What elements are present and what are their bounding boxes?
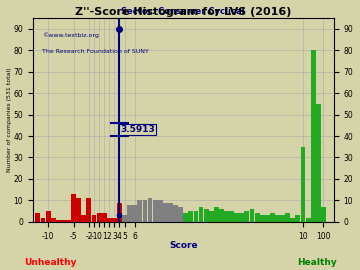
- Text: The Research Foundation of SUNY: The Research Foundation of SUNY: [42, 49, 149, 53]
- Bar: [306, 218, 311, 222]
- Bar: [275, 215, 280, 222]
- Bar: [158, 200, 163, 222]
- Bar: [291, 218, 295, 222]
- Text: Sector: Consumer Cyclical: Sector: Consumer Cyclical: [121, 7, 245, 16]
- Bar: [132, 205, 137, 222]
- Y-axis label: Number of companies (531 total): Number of companies (531 total): [7, 68, 12, 172]
- Bar: [204, 209, 208, 222]
- Bar: [229, 211, 234, 222]
- Bar: [143, 200, 147, 222]
- Bar: [117, 202, 122, 222]
- Bar: [41, 218, 45, 222]
- Bar: [260, 215, 265, 222]
- Title: Z''-Score Histogram for LVS (2016): Z''-Score Histogram for LVS (2016): [75, 7, 291, 17]
- Bar: [178, 207, 183, 222]
- Bar: [96, 213, 102, 222]
- Text: ©www.textbiz.org: ©www.textbiz.org: [42, 32, 99, 38]
- Bar: [127, 205, 132, 222]
- Bar: [112, 218, 117, 222]
- Text: Unhealthy: Unhealthy: [24, 258, 77, 266]
- Bar: [270, 213, 275, 222]
- Bar: [321, 207, 326, 222]
- Bar: [173, 205, 178, 222]
- Bar: [148, 198, 153, 222]
- Bar: [81, 215, 86, 222]
- Bar: [194, 211, 198, 222]
- Bar: [183, 213, 188, 222]
- Text: Healthy: Healthy: [297, 258, 337, 266]
- Bar: [36, 213, 40, 222]
- Bar: [163, 202, 168, 222]
- Text: 3.5913: 3.5913: [120, 125, 155, 134]
- Bar: [301, 147, 305, 222]
- Bar: [265, 215, 270, 222]
- Bar: [46, 211, 50, 222]
- Bar: [122, 215, 127, 222]
- Bar: [153, 200, 158, 222]
- Bar: [311, 50, 316, 222]
- Bar: [66, 220, 71, 222]
- Bar: [249, 209, 255, 222]
- Bar: [188, 211, 193, 222]
- Bar: [219, 209, 224, 222]
- Bar: [285, 213, 290, 222]
- Bar: [224, 211, 229, 222]
- Bar: [296, 215, 300, 222]
- Bar: [234, 213, 239, 222]
- Bar: [214, 207, 219, 222]
- Bar: [102, 213, 107, 222]
- Bar: [56, 220, 61, 222]
- Bar: [209, 211, 213, 222]
- Bar: [138, 200, 142, 222]
- Bar: [244, 211, 249, 222]
- Bar: [86, 198, 91, 222]
- Bar: [168, 202, 173, 222]
- Bar: [107, 218, 112, 222]
- X-axis label: Score: Score: [169, 241, 198, 249]
- Bar: [51, 218, 55, 222]
- Bar: [316, 104, 321, 222]
- Bar: [280, 215, 285, 222]
- Bar: [61, 220, 66, 222]
- Bar: [255, 213, 260, 222]
- Bar: [71, 194, 76, 222]
- Bar: [199, 207, 203, 222]
- Bar: [239, 213, 244, 222]
- Bar: [91, 215, 96, 222]
- Bar: [76, 198, 81, 222]
